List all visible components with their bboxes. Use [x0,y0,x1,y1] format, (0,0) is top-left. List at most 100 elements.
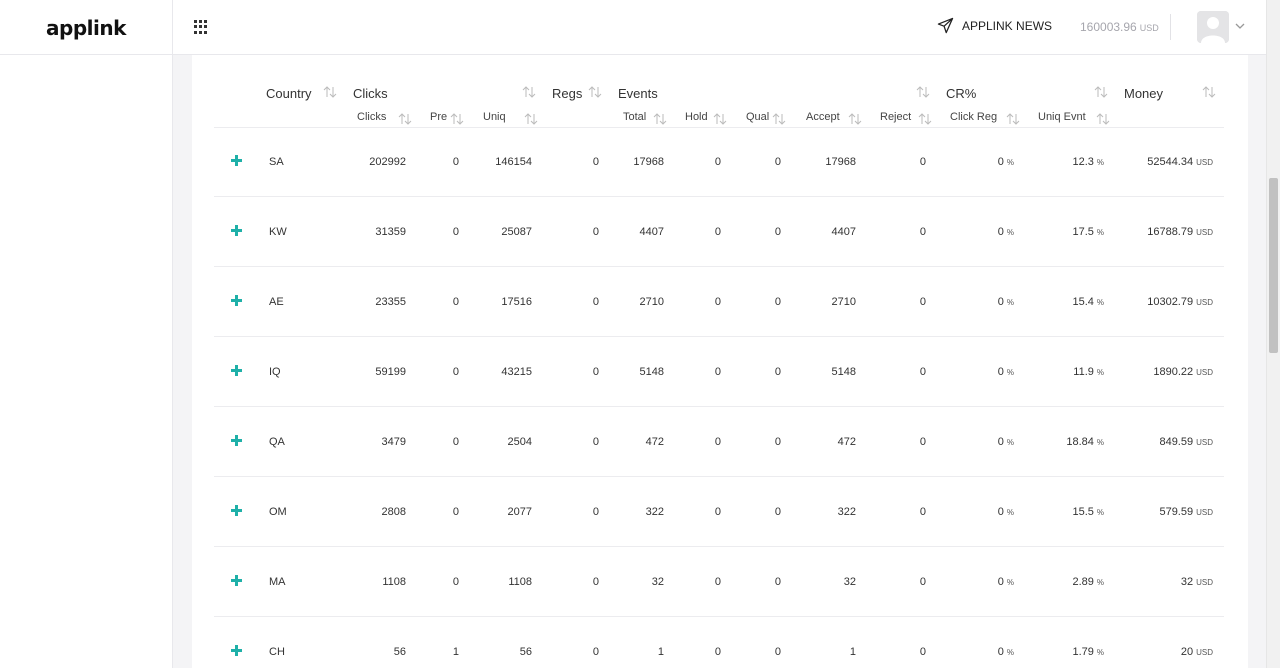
sort-arrows-icon[interactable] [1096,113,1110,125]
sort-arrows-icon[interactable] [653,113,667,125]
cell-clicks: 202992 [334,127,406,197]
header-money[interactable]: Money [1124,86,1164,101]
grid-icon[interactable] [194,20,208,34]
plus-icon[interactable] [231,575,242,586]
cell-accept-value: 32 [843,576,856,588]
cell-accept: 5148 [789,337,856,407]
sort-arrows-icon[interactable] [772,113,786,125]
header-regs[interactable]: Regs [552,86,583,101]
percent-unit: % [1006,578,1014,587]
cell-click-reg: 0% [934,127,1014,197]
cell-money-value: 16788.79 [1147,226,1194,238]
cell-uniq-evnt-value: 12.3 [1072,156,1094,168]
sort-arrows-icon[interactable] [918,113,932,125]
subheader-hold[interactable]: Hold [685,111,708,123]
plus-icon[interactable] [231,365,242,376]
cell-uniq-value: 146154 [495,156,532,168]
plus-icon[interactable] [231,435,242,446]
cell-hold-value: 0 [714,296,721,308]
applink-news-link[interactable]: APPLINK NEWS [937,17,1052,34]
cell-pre: 0 [414,407,459,477]
subheader-clicks[interactable]: Clicks [357,111,387,123]
cell-reject: 0 [874,267,926,337]
cell-regs-value: 0 [592,436,599,448]
table-row[interactable]: AE 23355 0 17516 0 2710 0 0 2710 0 0% 15.4% 10302.79… [214,267,1224,337]
sort-arrows-icon[interactable] [450,113,464,125]
subheader-uniq-evnt[interactable]: Uniq Evnt [1038,111,1086,123]
sort-arrows-icon[interactable] [524,113,538,125]
table-row[interactable]: IQ 59199 0 43215 0 5148 0 0 5148 0 0% 11.9% 1890.22 U… [214,337,1224,407]
cell-qual-value: 0 [774,156,781,168]
cell-money-value: 20 [1180,646,1194,658]
plus-icon[interactable] [231,155,242,166]
cell-hold: 0 [674,127,721,197]
scrollbar-thumb[interactable] [1269,178,1278,353]
cell-money: 1890.22 USD [1109,337,1213,407]
cell-country: KW [269,197,309,267]
cell-uniq: 25087 [464,197,532,267]
cell-uniq: 43215 [464,337,532,407]
plus-icon[interactable] [231,505,242,516]
cell-uniq-evnt: 1.79% [1024,617,1104,668]
subheader-pre[interactable]: Pre [430,111,448,123]
cell-regs: 0 [544,617,599,668]
cell-money-value: 579.59 [1159,506,1194,518]
cell-clicks: 3479 [334,407,406,477]
subheader-accept[interactable]: Accept [806,111,840,123]
sort-arrows-icon[interactable] [848,113,862,125]
table-row[interactable]: SA 202992 0 146154 0 17968 0 0 17968 0 0% 12.3% 5254… [214,127,1224,197]
cell-pre: 0 [414,197,459,267]
cell-clicks: 23355 [334,267,406,337]
subheader-total[interactable]: Total [623,111,647,123]
user-avatar-icon[interactable] [1197,11,1229,43]
currency-unit: USD [1196,648,1213,657]
sort-arrows-icon[interactable] [1202,86,1216,98]
cell-country: QA [269,407,309,477]
chevron-down-icon[interactable] [1234,20,1246,32]
plus-icon[interactable] [231,645,242,656]
applink-logo[interactable]: applink [46,15,126,40]
cell-accept-value: 322 [837,506,856,518]
cell-money: 579.59 USD [1109,477,1213,547]
sort-arrows-icon[interactable] [1094,86,1108,98]
plus-icon[interactable] [231,295,242,306]
cell-click-reg-value: 0 [997,226,1004,238]
table-row[interactable]: QA 3479 0 2504 0 472 0 0 472 0 0% 18.84% 849.59 USD [214,407,1224,477]
sort-arrows-icon[interactable] [398,113,412,125]
sort-arrows-icon[interactable] [713,113,727,125]
cell-pre: 1 [414,617,459,668]
subheader-click-reg[interactable]: Click Reg [950,111,998,123]
sort-arrows-icon[interactable] [323,86,337,98]
subheader-reject[interactable]: Reject [880,111,912,123]
cell-money: 20 USD [1109,617,1213,668]
cell-reject: 0 [874,407,926,477]
cell-regs: 0 [544,547,599,617]
table-row[interactable]: OM 2808 0 2077 0 322 0 0 322 0 0% 15.5% 579.59 USD [214,477,1224,547]
cell-reject: 0 [874,547,926,617]
cell-accept-value: 17968 [825,156,856,168]
table-row[interactable]: MA 1108 0 1108 0 32 0 0 32 0 0% 2.89% 32 USD [214,547,1224,617]
cell-uniq-value: 25087 [501,226,532,238]
cell-hold-value: 0 [714,156,721,168]
sort-arrows-icon[interactable] [522,86,536,98]
logo-area[interactable]: applink [0,0,173,55]
cell-clicks-value: 3479 [381,436,406,448]
cell-click-reg-value: 0 [997,156,1004,168]
scrollbar[interactable] [1266,0,1280,668]
cell-reject-value: 0 [919,366,926,378]
cell-total: 1 [609,617,664,668]
sort-arrows-icon[interactable] [1006,113,1020,125]
sort-arrows-icon[interactable] [916,86,930,98]
table-row[interactable]: CH 56 1 56 0 1 0 0 1 0 0% 1.79% 20 USD [214,617,1224,668]
cell-hold: 0 [674,197,721,267]
header-country[interactable]: Country [266,86,312,101]
header-events-group: Events [618,86,658,101]
subheader-qual[interactable]: Qual [746,111,770,123]
cell-pre-value: 0 [452,506,459,518]
table-row[interactable]: KW 31359 0 25087 0 4407 0 0 4407 0 0% 17.5% 16788.79… [214,197,1224,267]
cell-clicks: 56 [334,617,406,668]
sort-arrows-icon[interactable] [588,86,602,98]
cell-uniq-evnt: 17.5% [1024,197,1104,267]
subheader-uniq[interactable]: Uniq [483,111,506,123]
plus-icon[interactable] [231,225,242,236]
